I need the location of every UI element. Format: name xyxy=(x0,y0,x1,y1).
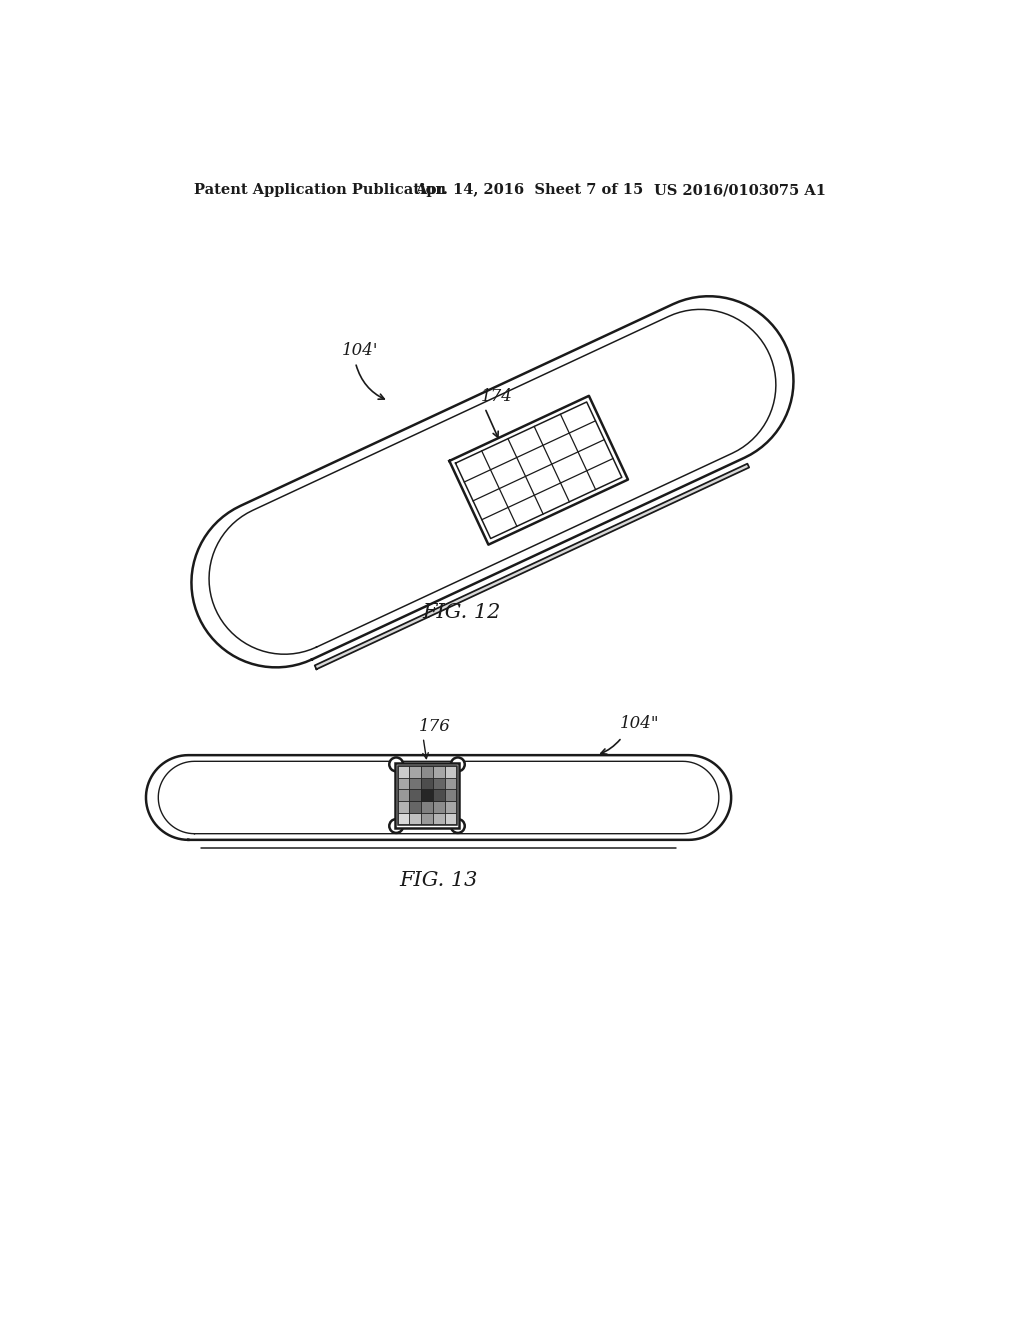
Text: Apr. 14, 2016  Sheet 7 of 15: Apr. 14, 2016 Sheet 7 of 15 xyxy=(416,183,644,197)
Bar xyxy=(433,766,444,777)
Bar xyxy=(421,801,433,813)
Bar xyxy=(444,813,457,825)
Text: 174: 174 xyxy=(481,388,513,405)
Bar xyxy=(433,813,444,825)
Text: 176: 176 xyxy=(419,718,452,735)
Bar xyxy=(410,813,421,825)
Bar xyxy=(410,801,421,813)
Bar xyxy=(397,801,410,813)
Text: FIG. 13: FIG. 13 xyxy=(399,871,478,890)
Bar xyxy=(410,777,421,789)
Text: US 2016/0103075 A1: US 2016/0103075 A1 xyxy=(654,183,826,197)
Bar xyxy=(421,766,433,777)
Text: Patent Application Publication: Patent Application Publication xyxy=(194,183,445,197)
Circle shape xyxy=(389,758,403,771)
Polygon shape xyxy=(191,296,794,668)
Text: 104': 104' xyxy=(342,342,379,359)
Bar xyxy=(421,813,433,825)
Circle shape xyxy=(451,758,465,771)
Polygon shape xyxy=(314,463,750,669)
Bar xyxy=(433,801,444,813)
Bar xyxy=(444,766,457,777)
Text: 104": 104" xyxy=(620,715,659,733)
Bar xyxy=(421,789,433,801)
Bar xyxy=(433,777,444,789)
Circle shape xyxy=(389,818,403,833)
Bar xyxy=(421,777,433,789)
Polygon shape xyxy=(146,755,731,840)
Bar xyxy=(397,766,457,825)
Bar xyxy=(394,763,460,828)
Text: FIG. 12: FIG. 12 xyxy=(423,603,501,623)
Bar xyxy=(410,766,421,777)
Polygon shape xyxy=(450,396,628,545)
Bar xyxy=(433,789,444,801)
Bar xyxy=(444,789,457,801)
Bar xyxy=(397,813,410,825)
Bar xyxy=(397,777,410,789)
Circle shape xyxy=(451,818,465,833)
Bar xyxy=(444,777,457,789)
Bar xyxy=(410,789,421,801)
Bar xyxy=(397,789,410,801)
Bar xyxy=(397,766,410,777)
Bar xyxy=(444,801,457,813)
